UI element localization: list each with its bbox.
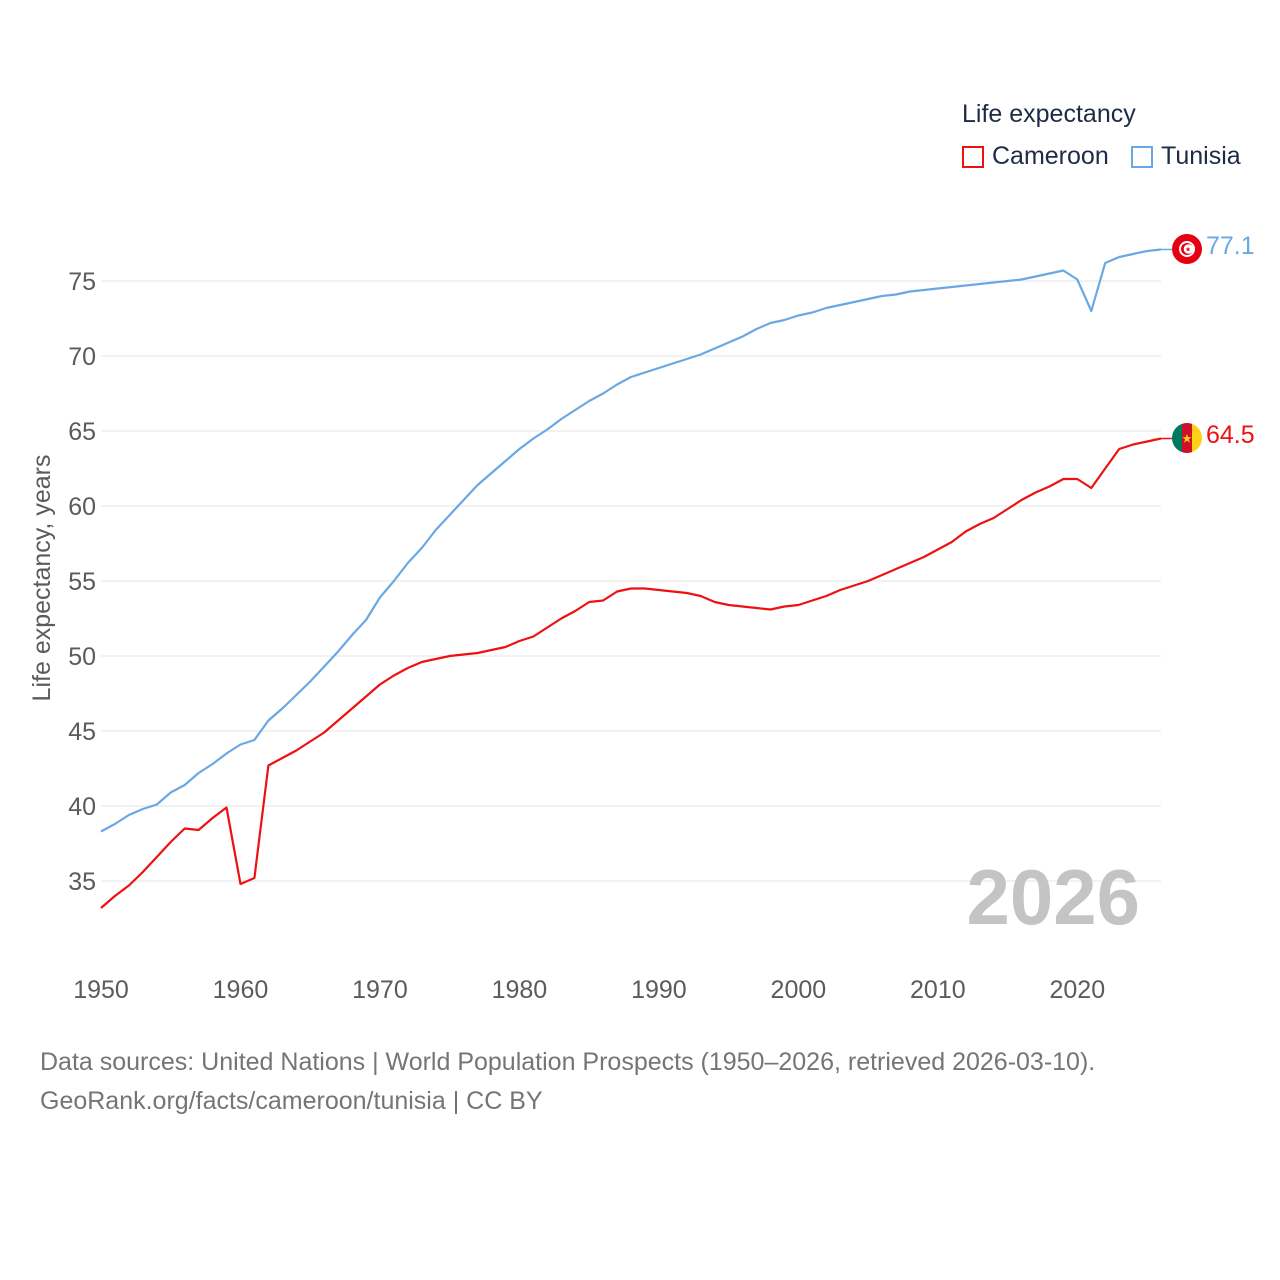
series-line-tunisia[interactable] (100, 248, 1162, 833)
source-line: Data sources: United Nations | World Pop… (40, 1048, 1096, 1076)
tunisia-flag-icon (1172, 234, 1202, 264)
year-watermark: 2026 (966, 853, 1140, 941)
x-axis-ticks: 1950 1960 1970 1980 1990 2000 2010 2020 (73, 976, 1105, 1004)
x-tick-label: 1990 (631, 976, 687, 1004)
x-tick-label: 1950 (73, 976, 129, 1004)
legend-label-tunisia: Tunisia (1161, 142, 1241, 170)
legend-item-tunisia[interactable]: Tunisia (1131, 142, 1241, 171)
x-tick-label: 2010 (910, 976, 966, 1004)
series-lines (100, 248, 1174, 909)
cameroon-swatch (962, 145, 984, 168)
y-tick-label: 50 (68, 643, 96, 671)
y-tick-label: 35 (68, 868, 96, 896)
y-tick-label: 40 (68, 793, 96, 821)
y-axis-ticks: 35 40 45 50 55 60 65 70 75 (68, 268, 96, 896)
tunisia-end-value: 77.1 (1206, 232, 1255, 260)
x-tick-label: 1960 (213, 976, 269, 1004)
legend-item-cameroon[interactable]: Cameroon (962, 142, 1109, 171)
y-tick-label: 55 (68, 568, 96, 596)
y-tick-label: 60 (68, 493, 96, 521)
tunisia-swatch (1131, 145, 1153, 168)
x-tick-label: 1980 (492, 976, 548, 1004)
footer: Data sources: United Nations | World Pop… (40, 1043, 1095, 1121)
cameroon-flag-icon (1172, 423, 1202, 453)
grid-lines (101, 280, 1161, 882)
x-tick-label: 2020 (1050, 976, 1106, 1004)
credit-line[interactable]: GeoRank.org/facts/cameroon/tunisia | CC … (40, 1087, 543, 1115)
legend-title: Life expectancy (962, 100, 1136, 128)
y-tick-label: 65 (68, 418, 96, 446)
y-tick-label: 45 (68, 718, 96, 746)
legend-label-cameroon: Cameroon (992, 142, 1109, 170)
cameroon-end-value: 64.5 (1206, 421, 1255, 449)
x-tick-label: 1970 (352, 976, 408, 1004)
series-line-cameroon[interactable] (100, 437, 1162, 909)
y-tick-label: 75 (68, 268, 96, 296)
x-tick-label: 2000 (771, 976, 827, 1004)
y-tick-label: 70 (68, 343, 96, 371)
y-axis-label: Life expectancy, years (28, 455, 56, 702)
